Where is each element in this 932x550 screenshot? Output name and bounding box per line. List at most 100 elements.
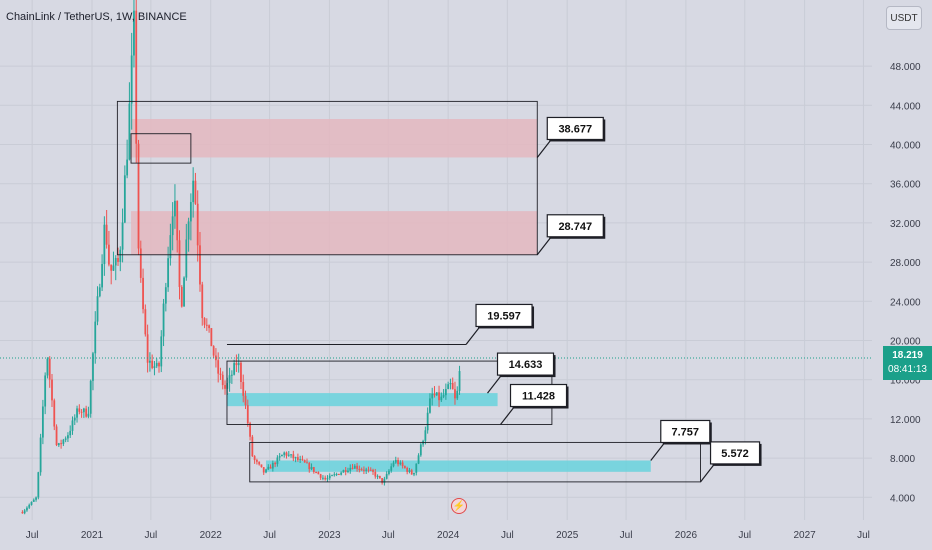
candle-body: [397, 460, 399, 465]
callout-pointer: [536, 139, 552, 158]
candle-body: [219, 373, 222, 375]
candle-body: [76, 408, 78, 418]
candle-body: [153, 366, 156, 368]
candle-body: [335, 473, 338, 475]
candle-body: [381, 478, 384, 483]
candle-body: [103, 224, 106, 265]
candle-body: [419, 444, 422, 456]
candle-body: [123, 175, 126, 223]
candle-body: [403, 466, 406, 468]
zones: [131, 119, 651, 472]
candle-body: [301, 459, 304, 461]
candle-body: [57, 443, 60, 446]
flash-icon[interactable]: ⚡: [451, 498, 467, 514]
candle-body: [130, 55, 133, 104]
candle-body: [283, 452, 286, 455]
x-tick-label: 2021: [81, 530, 104, 541]
candle-body: [358, 468, 361, 470]
candle-body: [92, 353, 94, 381]
candle-body: [162, 303, 165, 337]
x-tick-label: Jul: [26, 530, 39, 541]
callout-pointer: [487, 374, 502, 394]
callout-box[interactable]: [546, 214, 604, 238]
candle-body: [454, 389, 456, 399]
candle-body: [82, 408, 85, 413]
candle-body: [340, 472, 343, 475]
callout-pointer: [465, 326, 481, 345]
candle-body: [30, 501, 33, 505]
candle-body: [196, 203, 199, 246]
candle-body: [215, 355, 217, 361]
demand-zone: [266, 460, 651, 472]
candle-body: [363, 469, 365, 471]
candle-body: [78, 408, 81, 412]
y-tick-label: 32.000: [890, 219, 921, 230]
y-tick-label: 8.000: [890, 454, 915, 465]
callout-box[interactable]: [660, 419, 711, 444]
last-price-value: 18.219: [892, 350, 923, 361]
candle-body: [210, 328, 213, 347]
candle-body: [390, 466, 393, 471]
candle-body: [344, 470, 347, 472]
candle-body: [185, 239, 188, 278]
candle-body: [94, 321, 97, 354]
candle-body: [51, 379, 53, 401]
candle-body: [369, 469, 372, 471]
candle-body: [194, 180, 197, 204]
callout-label: 28.747: [558, 221, 592, 233]
callout-box[interactable]: [546, 116, 604, 141]
candle-body: [244, 395, 247, 406]
candle-body: [410, 470, 413, 475]
candle-body: [80, 411, 83, 413]
candle-body: [121, 222, 124, 250]
candle-body: [299, 459, 302, 461]
callout-label: 11.428: [522, 391, 555, 403]
candle-body: [424, 430, 427, 441]
candle-body: [429, 398, 431, 413]
candle-body: [55, 426, 58, 446]
candle-body: [294, 457, 297, 459]
last-price-tag: 18.219 08:41:13: [883, 346, 932, 380]
candle-body: [117, 258, 119, 262]
candle-body: [189, 202, 192, 222]
candle-body: [133, 10, 135, 56]
range-box: [130, 133, 192, 164]
candle-body: [205, 324, 208, 326]
candle-body: [178, 240, 181, 287]
candle-body: [151, 360, 154, 368]
callouts[interactable]: 38.677 28.747 19.597 14.633 11.428 7.757 5.572: [465, 116, 762, 483]
candle-body: [417, 455, 420, 464]
candle-body: [413, 472, 415, 475]
candle-body: [183, 277, 185, 307]
candle-body: [242, 382, 245, 396]
candle-body: [406, 467, 409, 472]
candle-body: [237, 362, 240, 366]
supply-zone: [131, 211, 538, 255]
candle-body: [192, 180, 195, 203]
callout-box[interactable]: [509, 383, 568, 408]
candle-body: [46, 358, 49, 376]
callout-box[interactable]: [709, 441, 761, 465]
candle-body: [356, 465, 358, 469]
candle-body: [399, 462, 402, 465]
candle-body: [269, 466, 272, 469]
candle-body: [230, 374, 233, 376]
candle-body: [444, 389, 447, 396]
candle-body: [376, 475, 379, 477]
callout-box[interactable]: [475, 303, 533, 328]
y-tick-label: 16.000: [890, 376, 921, 387]
currency-button[interactable]: USDT: [886, 6, 922, 30]
candle-body: [89, 380, 92, 414]
candle-body: [394, 460, 397, 463]
candle-body: [44, 375, 47, 407]
candle-body: [281, 454, 283, 457]
y-tick-label: 28.000: [890, 258, 921, 269]
grid-lines: [0, 0, 872, 520]
callout-box[interactable]: [496, 352, 555, 376]
candle-body: [351, 467, 354, 469]
candle-body: [310, 467, 313, 470]
candle-body: [176, 200, 179, 241]
candle-body: [328, 475, 331, 479]
candle-body: [39, 437, 42, 473]
